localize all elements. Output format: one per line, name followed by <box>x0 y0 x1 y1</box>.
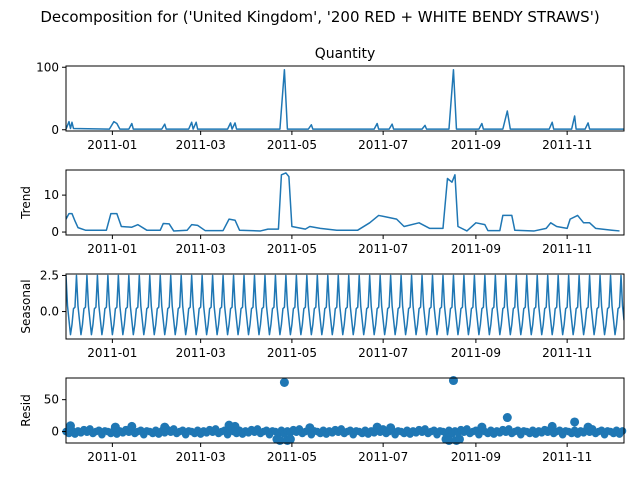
observed-ytick-label: 0 <box>51 123 59 137</box>
trend-frame <box>65 169 625 236</box>
observed-xtick-label: 2011-11 <box>542 138 592 152</box>
resid-point <box>285 434 295 444</box>
seasonal-xtick-label: 2011-05 <box>267 346 317 360</box>
resid-point <box>547 421 557 431</box>
seasonal-ytick-label: 2.5 <box>40 268 59 282</box>
trend-xtick-label: 2011-07 <box>358 242 408 256</box>
seasonal-frame <box>65 273 625 340</box>
observed-xtick-label: 2011-05 <box>267 138 317 152</box>
trend-ytick-label: 0 <box>51 225 59 239</box>
resid-ytick-label: 0 <box>51 425 59 439</box>
resid-point <box>372 422 382 432</box>
resid-point <box>160 422 170 432</box>
observed-title: Quantity <box>315 46 376 62</box>
seasonal-ytick-label: 0.0 <box>40 305 59 319</box>
trend-xtick-label: 2011-03 <box>176 242 226 256</box>
resid-point <box>127 421 137 431</box>
resid-point <box>110 422 120 432</box>
resid-ylabel: Resid <box>19 394 33 426</box>
trend-ytick-label: 10 <box>44 188 59 202</box>
seasonal-xtick-label: 2011-07 <box>358 346 408 360</box>
resid-point <box>477 422 487 432</box>
seasonal-xtick-label: 2011-11 <box>542 346 592 360</box>
figure-suptitle: Decomposition for ('United Kingdom', '20… <box>40 8 599 26</box>
seasonal-xtick-label: 2011-01 <box>87 346 137 360</box>
observed-frame <box>65 65 625 132</box>
resid-xtick-label: 2011-03 <box>176 450 226 464</box>
trend-xtick-label: 2011-01 <box>87 242 137 256</box>
resid-point <box>230 421 240 431</box>
observed-series-line <box>66 69 624 130</box>
seasonal-xtick-label: 2011-03 <box>176 346 226 360</box>
resid-point <box>583 422 593 432</box>
resid-xtick-label: 2011-11 <box>542 450 592 464</box>
trend-xtick-label: 2011-09 <box>451 242 501 256</box>
resid-point <box>618 427 627 435</box>
resid-xtick-label: 2011-05 <box>267 450 317 464</box>
seasonal-series-line <box>66 274 624 336</box>
resid-xtick-label: 2011-01 <box>87 450 137 464</box>
seasonal-xtick-label: 2011-09 <box>451 346 501 360</box>
resid-point <box>65 421 75 431</box>
resid-xtick-label: 2011-07 <box>358 450 408 464</box>
observed-xtick-label: 2011-09 <box>451 138 501 152</box>
resid-point <box>279 377 289 387</box>
resid-point <box>454 434 464 444</box>
resid-point <box>570 417 580 427</box>
seasonal-ylabel: Seasonal <box>19 279 33 333</box>
resid-point <box>502 413 512 423</box>
resid-point <box>448 376 458 386</box>
resid-point <box>305 423 315 433</box>
observed-xtick-label: 2011-07 <box>358 138 408 152</box>
resid-frame <box>65 377 625 444</box>
observed-ytick-label: 100 <box>36 60 59 74</box>
resid-xtick-label: 2011-09 <box>451 450 501 464</box>
observed-xtick-label: 2011-01 <box>87 138 137 152</box>
trend-xtick-label: 2011-05 <box>267 242 317 256</box>
trend-ylabel: Trend <box>19 186 33 220</box>
trend-xtick-label: 2011-11 <box>542 242 592 256</box>
resid-point <box>386 423 396 433</box>
resid-ytick-label: 50 <box>44 393 59 407</box>
observed-xtick-label: 2011-03 <box>176 138 226 152</box>
trend-series-line <box>66 172 620 232</box>
